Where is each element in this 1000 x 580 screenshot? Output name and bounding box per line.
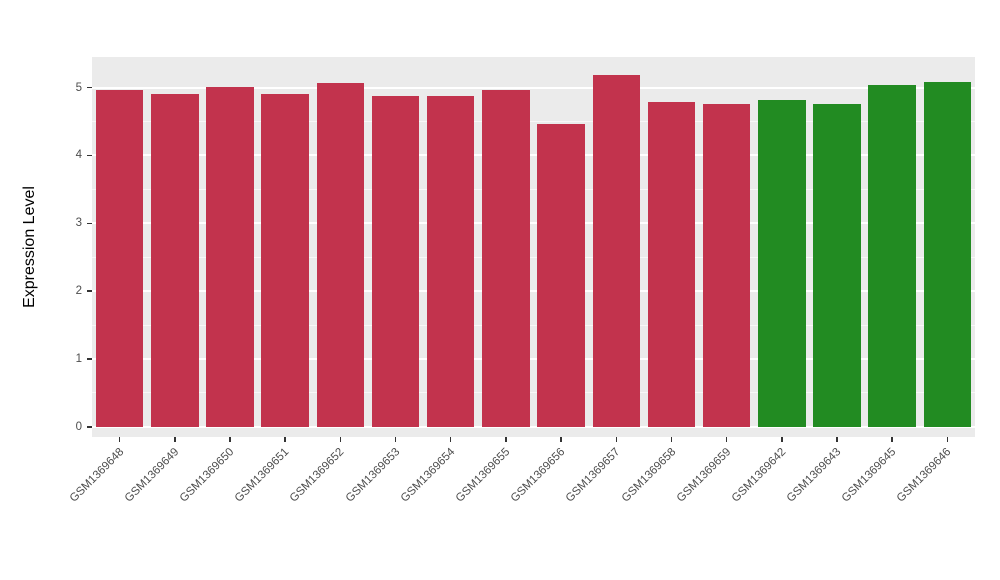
x-tick-label: GSM1369649 [122, 446, 182, 505]
x-tick-label: GSM1369659 [674, 446, 734, 505]
gridline-major [92, 154, 975, 157]
gridline-minor [92, 256, 975, 258]
x-tick-label: GSM1369653 [343, 446, 403, 505]
y-tick-label: 2 [75, 285, 82, 298]
gridline-major [92, 425, 975, 428]
bar [426, 95, 475, 427]
gridline-minor [92, 120, 975, 122]
gridline-major [92, 357, 975, 360]
x-tick-label: GSM1369656 [508, 446, 568, 505]
bar [371, 96, 420, 427]
x-tick-label: GSM1369652 [288, 446, 347, 505]
y-tick-label: 0 [75, 420, 82, 433]
bar [316, 83, 365, 427]
x-tick-mark [836, 437, 838, 442]
x-tick-mark [174, 437, 176, 442]
bar [592, 74, 640, 427]
y-tick-label: 4 [75, 149, 82, 162]
x-tick-label: GSM1369645 [840, 446, 899, 505]
x-tick-label: GSM1369650 [177, 446, 237, 505]
x-tick-mark [781, 437, 783, 442]
bar [813, 103, 861, 427]
y-tick-mark [87, 358, 92, 360]
y-tick-mark [87, 290, 92, 292]
x-tick-mark [229, 437, 231, 442]
y-tick-label: 5 [75, 81, 82, 94]
x-tick-mark [284, 437, 286, 442]
bar [206, 86, 254, 427]
x-tick-label: GSM1369657 [564, 446, 623, 505]
x-tick-label: GSM1369643 [784, 446, 844, 505]
y-tick-label: 3 [75, 217, 82, 230]
plot-panel [92, 57, 975, 437]
x-tick-mark [560, 437, 562, 442]
x-tick-mark [670, 437, 673, 442]
x-tick-label: GSM1369654 [398, 446, 458, 505]
x-tick-label: GSM1369651 [232, 446, 292, 505]
x-tick-mark [891, 437, 893, 442]
y-tick-mark [87, 86, 92, 89]
x-tick-label: GSM1369655 [453, 446, 513, 505]
gridline-minor [92, 324, 975, 326]
bar [537, 124, 585, 427]
x-tick-mark [725, 437, 728, 442]
x-tick-mark [118, 437, 121, 442]
gridline-minor [92, 392, 975, 394]
x-tick-mark [394, 437, 397, 442]
bar [261, 94, 309, 427]
x-tick-label: GSM1369658 [619, 446, 678, 505]
bar [923, 82, 972, 427]
gridline-major [92, 86, 975, 89]
x-tick-label: GSM1369648 [67, 446, 127, 505]
bar [758, 99, 806, 427]
y-tick-mark [87, 222, 92, 224]
y-tick-label: 1 [75, 352, 82, 365]
bar [702, 103, 751, 427]
x-tick-label: GSM1369646 [895, 446, 954, 505]
bar [151, 94, 199, 427]
gridline-major [92, 222, 975, 225]
bar [482, 90, 530, 427]
gridline-minor [92, 188, 975, 190]
bar [868, 84, 916, 427]
x-tick-mark [339, 437, 342, 442]
x-tick-mark [505, 437, 507, 442]
x-tick-mark [946, 437, 949, 442]
y-tick-mark [87, 154, 92, 157]
y-tick-mark [87, 426, 92, 428]
x-tick-mark [615, 437, 618, 442]
x-tick-mark [449, 437, 452, 442]
bar [95, 89, 144, 427]
x-tick-label: GSM1369642 [729, 446, 789, 505]
bar [647, 101, 696, 427]
gridline-major [92, 290, 975, 293]
